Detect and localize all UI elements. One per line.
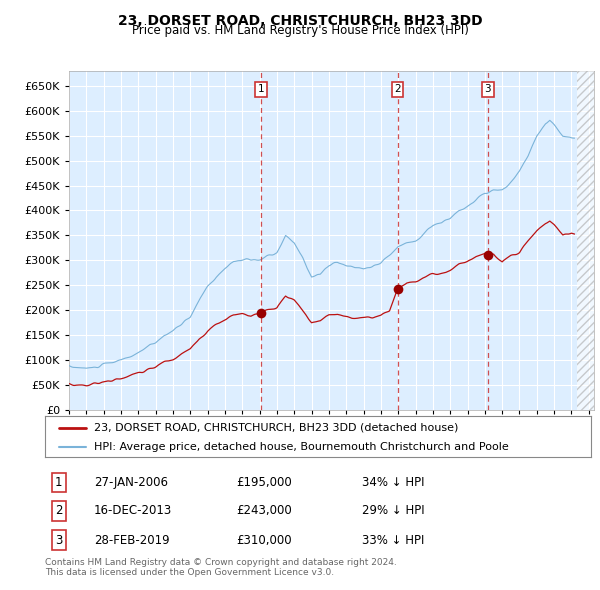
Text: HPI: Average price, detached house, Bournemouth Christchurch and Poole: HPI: Average price, detached house, Bour… [94,442,509,452]
Text: 28-FEB-2019: 28-FEB-2019 [94,533,170,547]
Text: 27-JAN-2006: 27-JAN-2006 [94,476,168,489]
Text: Contains HM Land Registry data © Crown copyright and database right 2024.
This d: Contains HM Land Registry data © Crown c… [45,558,397,577]
Text: Price paid vs. HM Land Registry's House Price Index (HPI): Price paid vs. HM Land Registry's House … [131,24,469,37]
Text: 2: 2 [394,84,401,94]
Text: 29% ↓ HPI: 29% ↓ HPI [362,504,424,517]
Text: 1: 1 [257,84,264,94]
Text: £243,000: £243,000 [236,504,292,517]
Text: £310,000: £310,000 [236,533,292,547]
Text: 3: 3 [55,533,62,547]
Text: 23, DORSET ROAD, CHRISTCHURCH, BH23 3DD: 23, DORSET ROAD, CHRISTCHURCH, BH23 3DD [118,14,482,28]
Text: 33% ↓ HPI: 33% ↓ HPI [362,533,424,547]
Text: 23, DORSET ROAD, CHRISTCHURCH, BH23 3DD (detached house): 23, DORSET ROAD, CHRISTCHURCH, BH23 3DD … [94,422,458,432]
Text: £195,000: £195,000 [236,476,292,489]
Text: 2: 2 [55,504,62,517]
Text: 1: 1 [55,476,62,489]
Text: 16-DEC-2013: 16-DEC-2013 [94,504,172,517]
Text: 3: 3 [484,84,491,94]
Text: 34% ↓ HPI: 34% ↓ HPI [362,476,424,489]
